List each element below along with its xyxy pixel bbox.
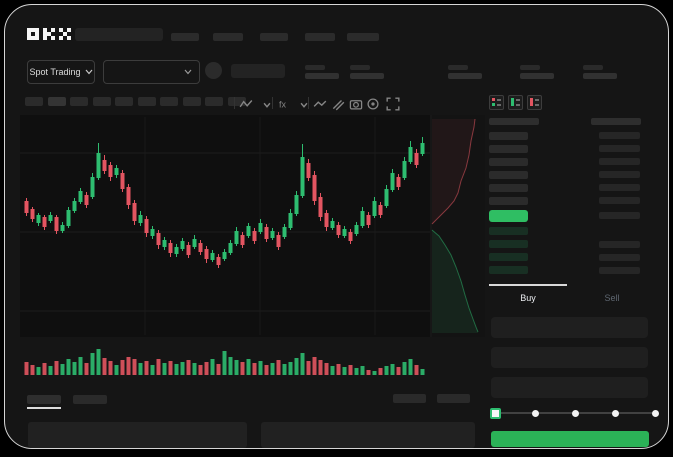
fullscreen-icon[interactable]: [386, 97, 400, 111]
last-price-placeholder: [231, 64, 285, 78]
chevron-down-icon[interactable]: [260, 98, 274, 112]
stat-value-placeholder: [583, 73, 617, 79]
stat-value-placeholder: [350, 73, 384, 79]
stat-label-placeholder: [583, 65, 603, 70]
orderbook-sell-price-placeholder: [489, 158, 528, 166]
order-amount-input[interactable]: [491, 347, 648, 368]
bottom-action-button[interactable]: [393, 394, 426, 403]
timeframe-button[interactable]: [137, 97, 156, 106]
orderbook-amount-placeholder: [599, 267, 640, 274]
orderbook-buy-price-placeholder: [489, 253, 528, 261]
orderbook-sell-price-placeholder: [489, 184, 528, 192]
slider-stop[interactable]: [531, 409, 539, 417]
stat-label-placeholder: [305, 65, 325, 70]
orderbook-buys-icon[interactable]: [508, 95, 523, 110]
chevron-down-icon: [184, 69, 192, 75]
stat-value-placeholder: [520, 73, 554, 79]
timeframe-button[interactable]: [227, 97, 246, 106]
candlestick-icon[interactable]: [239, 97, 253, 111]
toolbar-divider: [272, 97, 273, 109]
orderbook-sell-price-placeholder: [489, 132, 528, 140]
chevron-down-icon[interactable]: [297, 98, 311, 112]
bottom-action-button[interactable]: [437, 394, 470, 403]
coin-avatar: [205, 62, 222, 79]
history-tab[interactable]: [73, 395, 107, 404]
tab-buy[interactable]: Buy: [489, 290, 567, 306]
timeframe-button[interactable]: [182, 97, 201, 106]
timeframe-button[interactable]: [92, 97, 111, 106]
orderbook-amount-placeholder: [599, 132, 640, 139]
orderbook-buy-price-placeholder: [489, 227, 528, 235]
active-tab-indicator: [489, 284, 567, 286]
timeframe-button[interactable]: [205, 97, 223, 106]
search-input[interactable]: [75, 28, 163, 41]
stat-label-placeholder: [448, 65, 468, 70]
toolbar-divider: [308, 97, 309, 109]
nav-menu-item[interactable]: [171, 33, 199, 41]
orderbook-price-header: [489, 118, 539, 125]
orders-tab[interactable]: [27, 395, 61, 404]
orderbook-amount-header: [591, 118, 641, 125]
orderbook-buy-price-placeholder: [489, 266, 528, 274]
orderbook-sell-price-placeholder: [489, 145, 528, 153]
svg-text:fx: fx: [279, 100, 287, 110]
timeframe-button[interactable]: [25, 97, 43, 106]
okx-logo: [27, 28, 71, 40]
orderbook-amount-placeholder: [599, 241, 640, 248]
timeframe-button[interactable]: [115, 97, 133, 106]
slider-stop[interactable]: [571, 409, 579, 417]
orderbook-sells-icon[interactable]: [527, 95, 542, 110]
pair-dropdown[interactable]: [103, 60, 200, 84]
toolbar-divider: [234, 97, 235, 109]
timeframe-button[interactable]: [47, 97, 66, 106]
slider-stop-active[interactable]: [489, 407, 501, 419]
device-frame: Spot Trading fx: [4, 4, 669, 449]
slider-stop[interactable]: [651, 409, 659, 417]
price-chart[interactable]: [20, 115, 485, 337]
draw-icon[interactable]: [331, 97, 345, 111]
stat-value-placeholder: [448, 73, 482, 79]
order-price-input[interactable]: [491, 317, 648, 338]
volume-chart: [24, 349, 425, 375]
nav-menu-item[interactable]: [347, 33, 379, 41]
orderbook-amount-placeholder: [599, 254, 640, 261]
orderbook-sell-price-placeholder: [489, 197, 528, 205]
stat-label-placeholder: [350, 65, 370, 70]
order-total-input[interactable]: [491, 377, 648, 398]
nav-menu-item[interactable]: [213, 33, 243, 41]
orders-panel-placeholder: [28, 422, 247, 448]
stat-label-placeholder: [520, 65, 540, 70]
orderbook-amount-placeholder: [599, 212, 640, 219]
tab-sell[interactable]: Sell: [573, 290, 651, 306]
timeframe-button[interactable]: [70, 97, 88, 106]
camera-icon[interactable]: [349, 97, 363, 111]
timeframe-button[interactable]: [160, 97, 178, 106]
orderbook-amount-placeholder: [599, 184, 640, 191]
tab-sell-label: Sell: [604, 293, 620, 303]
settings-icon[interactable]: [366, 97, 380, 111]
indicator-fx-icon[interactable]: fx: [278, 97, 292, 111]
market-type-label: Spot Trading: [29, 67, 81, 77]
stat-value-placeholder: [305, 73, 339, 79]
orderbook-buy-price-placeholder: [489, 240, 528, 248]
submit-buy-button[interactable]: [491, 431, 649, 447]
bottom-tab-indicator: [27, 407, 61, 409]
orderbook-amount-placeholder: [599, 145, 640, 152]
last-price-badge: [489, 210, 528, 222]
orders-panel-placeholder: [261, 422, 475, 448]
line-style-icon[interactable]: [313, 97, 327, 111]
orderbook-amount-placeholder: [599, 158, 640, 165]
orderbook-amount-placeholder: [599, 171, 640, 178]
orderbook-sell-price-placeholder: [489, 171, 528, 179]
tab-buy-label: Buy: [520, 293, 536, 303]
orderbook-combined-icon[interactable]: [489, 95, 504, 110]
orderbook-amount-placeholder: [599, 197, 640, 204]
market-type-dropdown[interactable]: Spot Trading: [27, 60, 95, 84]
nav-menu-item[interactable]: [260, 33, 288, 41]
slider-stop[interactable]: [611, 409, 619, 417]
app-window: Spot Trading fx: [5, 5, 668, 448]
nav-menu-item[interactable]: [305, 33, 335, 41]
chevron-down-icon: [85, 69, 92, 75]
